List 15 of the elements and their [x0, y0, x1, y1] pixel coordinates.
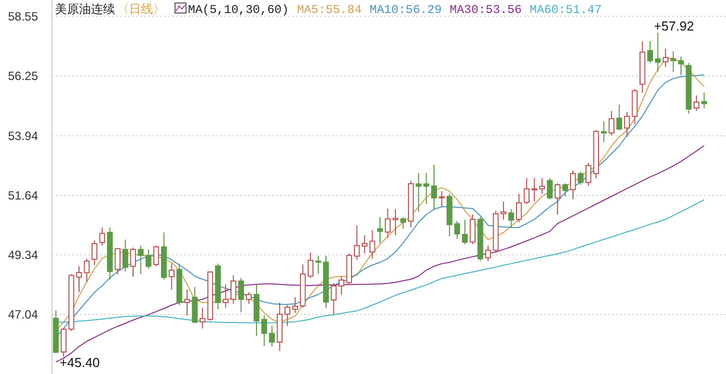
y-tick-label: 56.25	[8, 68, 38, 83]
y-tick-label: 51.64	[8, 188, 38, 202]
chart-subtitle: 〈日线〉	[117, 2, 165, 16]
text: MA5:55.84	[296, 3, 362, 17]
annotation: +57.92	[654, 18, 694, 34]
annotation: MA(5,10,30,60)	[188, 3, 289, 17]
y-tick-label: 53.94	[8, 128, 38, 143]
text: MA30:53.56	[450, 3, 522, 17]
chart-title: 美原油连续	[55, 2, 115, 16]
annotation: +45.40	[60, 354, 100, 370]
y-tick-label: 47.04	[8, 307, 38, 322]
text: MA10:56.29	[370, 3, 442, 17]
y-tick-label: 58.55	[8, 9, 38, 24]
y-tick-label: 49.34	[8, 248, 38, 262]
text: MA60:51.47	[530, 3, 602, 17]
